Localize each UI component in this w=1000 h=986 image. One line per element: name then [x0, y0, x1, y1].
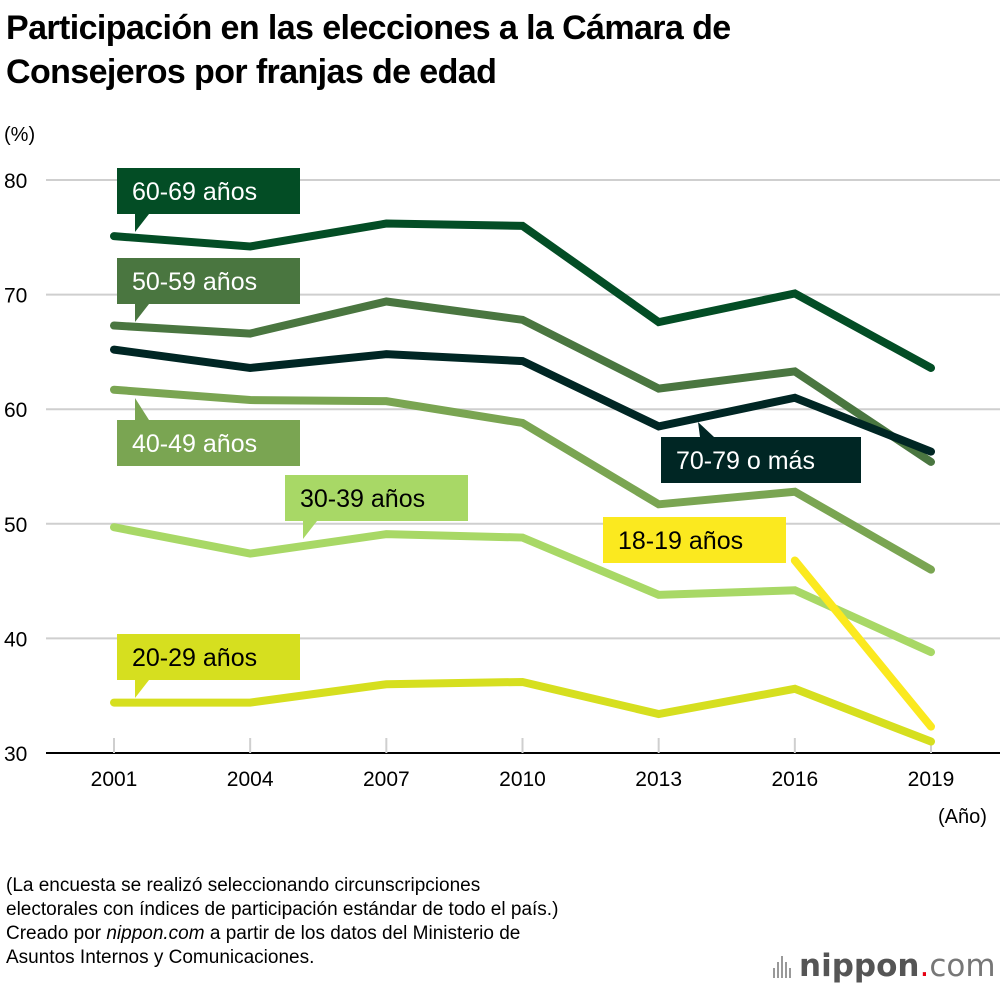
x-tick-label: 2010 [499, 768, 546, 791]
label-box [661, 437, 861, 483]
label-box [603, 517, 786, 563]
x-tick-label: 2004 [227, 768, 274, 791]
logo-suffix: com [929, 948, 996, 984]
label-pointer [698, 422, 714, 437]
series-labels: 60-69 años 50-59 años 70-79 o más 40-49 año… [117, 168, 861, 698]
nippon-logo: nippon.com [773, 948, 996, 984]
label-pointer [135, 398, 149, 420]
y-axis-unit: (%) [4, 124, 36, 146]
footnote-line3-pre: Creado por [6, 923, 107, 944]
footnote-line3: Creado por nippon.com a partir de los da… [6, 922, 558, 946]
series-label-70-79-o-m-s: 70-79 o más [661, 422, 861, 483]
x-axis-unit: (Año) [938, 806, 987, 828]
label-box [117, 168, 300, 214]
label-pointer [135, 304, 149, 322]
label-text: 60-69 años [132, 178, 257, 206]
series-line-40-49-a-os [110, 385, 935, 574]
footnote: (La encuesta se realizó seleccionando ci… [6, 874, 558, 970]
y-tick-label: 80 [4, 170, 27, 193]
x-tick-label: 2007 [363, 768, 410, 791]
y-tick-label: 70 [4, 285, 27, 308]
label-box [117, 634, 300, 680]
chart-title-line1: Participación en las elecciones a la Cám… [6, 9, 731, 47]
logo-brand: nippon [799, 948, 920, 984]
series-label-50-59-a-os: 50-59 años [117, 258, 300, 322]
series-label-18-19-a-os: 18-19 años [603, 517, 786, 563]
label-box [117, 258, 300, 304]
series-line-50-59-a-os [110, 297, 935, 466]
series-lines [110, 219, 935, 746]
label-text: 50-59 años [132, 268, 257, 296]
label-pointer [135, 214, 149, 232]
chart-title-line2: Consejeros por franjas de edad [6, 53, 497, 91]
y-tick-labels: 30 40 50 60 70 80 [4, 170, 27, 766]
footnote-line3-post: a partir de los datos del Ministerio de [204, 923, 521, 944]
x-tick-label: 2001 [91, 768, 138, 791]
series-label-20-29-a-os: 20-29 años [117, 634, 300, 698]
label-text: 40-49 años [132, 430, 257, 458]
sound-bars-icon [773, 954, 795, 978]
series-label-30-39-a-os: 30-39 años [285, 475, 468, 539]
label-text: 30-39 años [300, 485, 425, 513]
footnote-source-link: nippon.com [106, 923, 205, 944]
label-box [117, 420, 300, 466]
x-tick-labels: 2001 2004 2007 2010 2013 2016 2019 [91, 768, 955, 791]
series-label-40-49-a-os: 40-49 años [117, 398, 300, 466]
y-tick-label: 40 [4, 628, 27, 651]
x-tick-label: 2016 [771, 768, 818, 791]
series-line-70-79-o-m-s [110, 345, 935, 456]
series-line-60-69-a-os [110, 219, 935, 372]
footnote-line4: Asuntos Internos y Comunicaciones. [6, 947, 315, 968]
x-tick-label: 2013 [635, 768, 682, 791]
footnote-line1: (La encuesta se realizó seleccionando ci… [6, 875, 481, 896]
y-tick-label: 60 [4, 399, 27, 422]
x-tick-label: 2019 [908, 768, 955, 791]
series-line-20-29-a-os [110, 677, 935, 746]
logo-dot: . [919, 948, 930, 984]
label-text: 70-79 o más [676, 447, 815, 475]
footnote-line2: electorales con índices de participación… [6, 899, 559, 920]
series-label-60-69-a-os: 60-69 años [117, 168, 300, 232]
label-text: 18-19 años [618, 527, 743, 555]
label-box [285, 475, 468, 521]
series-line-30-39-a-os [110, 523, 935, 657]
y-tick-label: 50 [4, 514, 27, 537]
chart-title: Participación en las elecciones a la Cám… [6, 6, 731, 94]
label-pointer [303, 521, 317, 539]
y-tick-label: 30 [4, 743, 27, 766]
label-pointer [135, 680, 149, 698]
label-text: 20-29 años [132, 644, 257, 672]
series-line-18-19-a-os [790, 556, 935, 731]
